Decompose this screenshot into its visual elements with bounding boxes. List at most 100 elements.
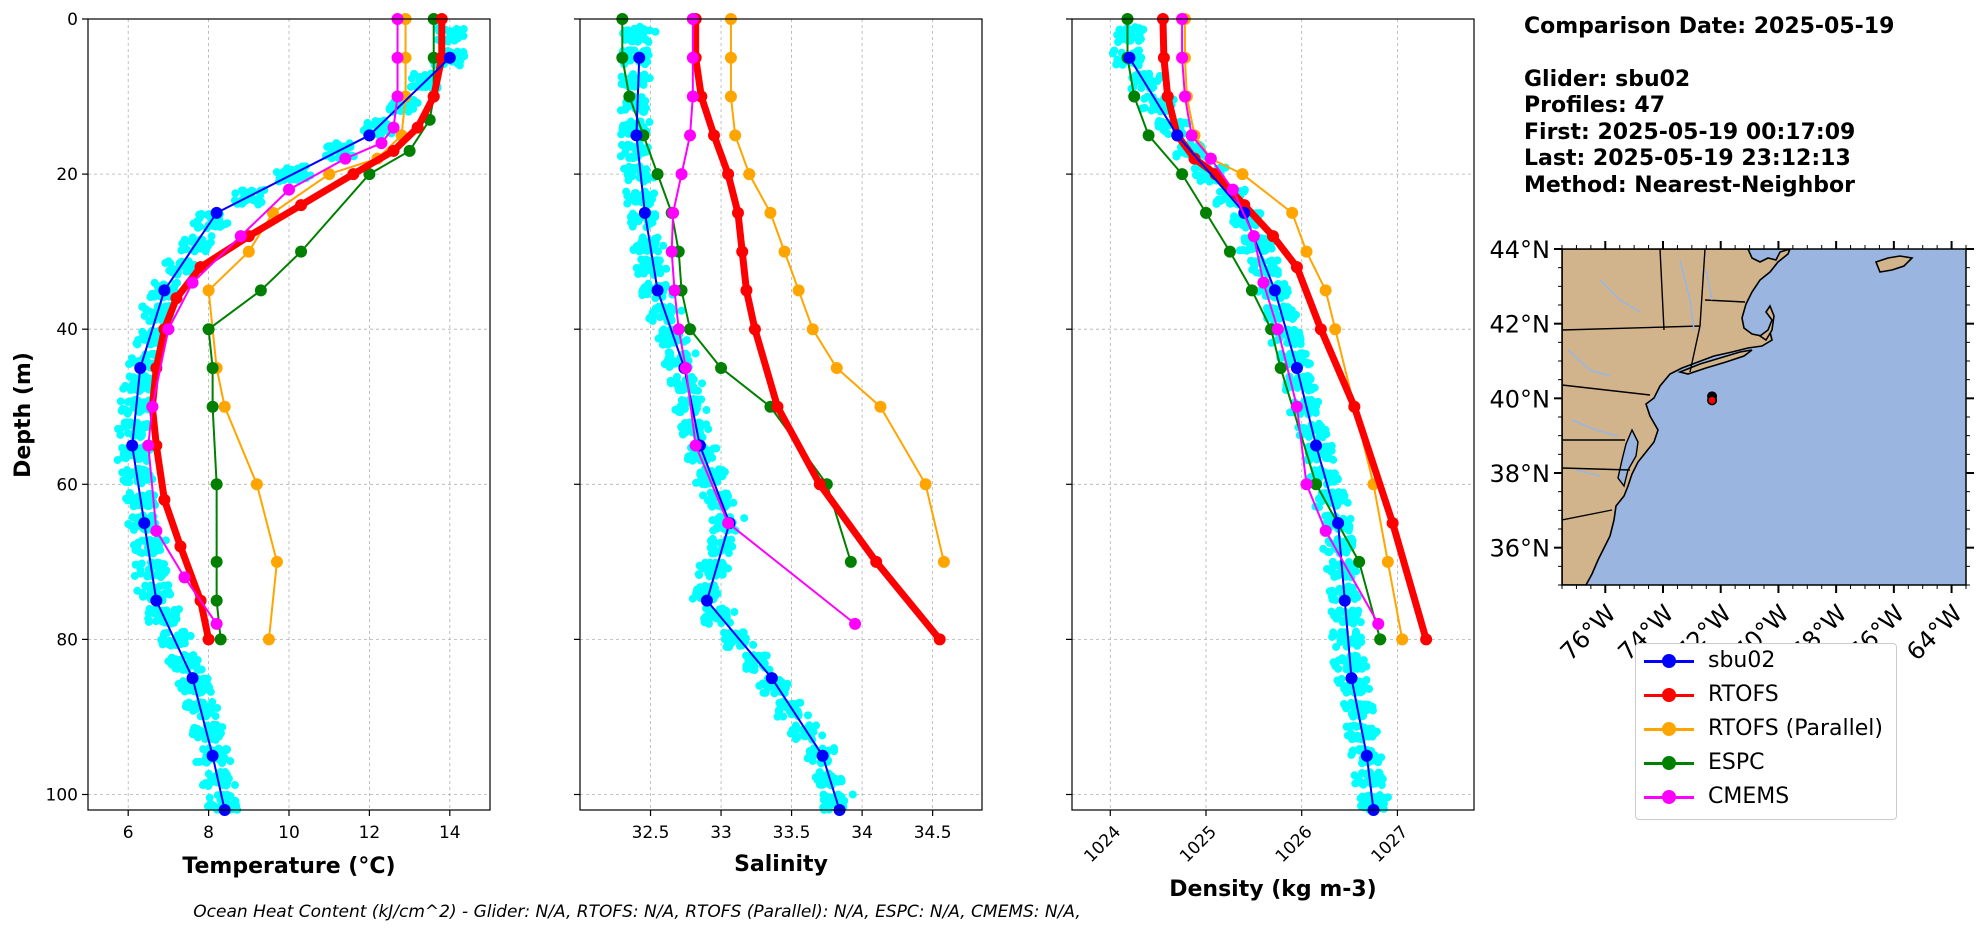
glider-scatter-point [145, 307, 154, 316]
glider-scatter-point [1329, 560, 1338, 569]
glider-scatter-point [648, 316, 657, 325]
series-point-espc [1128, 90, 1141, 103]
glider-scatter-point [1305, 382, 1314, 391]
glider-scatter-point [409, 95, 418, 104]
glider-scatter-point [1329, 658, 1338, 667]
series-point-sbu02 [138, 517, 151, 530]
map-nova-scotia [1874, 255, 1914, 273]
glider-scatter-point [144, 378, 153, 387]
glider-scatter-point [1358, 792, 1367, 801]
glider-scatter-point [634, 269, 643, 278]
glider-scatter-point [698, 379, 707, 388]
glider-scatter-point [692, 478, 701, 487]
glider-scatter-point [638, 78, 647, 87]
glider-scatter-point [126, 397, 135, 406]
glider-scatter-point [216, 222, 225, 231]
glider-scatter-point [675, 386, 684, 395]
glider-scatter-point [199, 745, 208, 754]
glider-scatter-point [1314, 397, 1323, 406]
glider-scatter-point [1348, 637, 1357, 646]
series-point-cmems [1247, 230, 1260, 243]
glider-scatter-point [207, 232, 216, 241]
density-panel: 1024 1025 1026 1027 Density (kg m-3) [1066, 13, 1475, 902]
x-tick-label: 1024 [1080, 822, 1125, 867]
series-point-rtofs [1420, 633, 1433, 646]
series-point-sbu02 [1268, 284, 1281, 297]
legend-item-rtofs: RTOFS [1636, 680, 1896, 710]
glider-scatter-point [714, 465, 723, 474]
series-point-rtofs [736, 245, 749, 258]
comparison-info: Comparison Date: 2025-05-19 Glider: sbu0… [1524, 14, 1894, 199]
density-grid [1072, 18, 1474, 810]
glider-scatter-point [157, 635, 166, 644]
glider-scatter-point [150, 292, 159, 301]
glider-scatter-point [197, 727, 206, 736]
glider-scatter-point [1342, 722, 1351, 731]
series-line-sbu02 [1128, 57, 1375, 811]
glider-scatter-point [151, 617, 160, 626]
series-point-sbu02 [633, 51, 646, 64]
glider-scatter-point [770, 689, 779, 698]
glider-scatter-point [677, 306, 686, 315]
glider-scatter-point [192, 705, 201, 714]
series-point-rtofs [174, 540, 187, 553]
glider-scatter-point [706, 536, 715, 545]
glider-scatter-point [638, 240, 647, 249]
glider-scatter-point [137, 479, 146, 488]
legend-label: RTOFS [1708, 682, 1779, 707]
glider-scatter-point [164, 581, 173, 590]
series-point-rtofs [731, 206, 744, 219]
series-point-cmems [283, 183, 295, 196]
series-line-cmems [670, 19, 856, 625]
glider-scatter-point [1338, 607, 1347, 616]
legend-item-rtofs-parallel: RTOFS (Parallel) [1636, 714, 1896, 744]
map-state-borders [1562, 249, 1746, 521]
x-tick-label: 1027 [1368, 822, 1413, 867]
series-point-espc [1245, 284, 1258, 297]
glider-scatter-point [682, 351, 691, 360]
series-point-sbu02 [363, 129, 376, 142]
glider-scatter-point [1229, 217, 1238, 226]
glider-scatter-point [144, 569, 153, 578]
series-point-sbu02 [134, 361, 147, 374]
density-xlabel: Density (kg m-3) [1169, 877, 1377, 902]
series-line-cmems [147, 19, 399, 625]
glider-scatter-point [171, 608, 180, 617]
series-point-rtofs-parallel [792, 284, 805, 297]
glider-scatter-point [631, 189, 640, 198]
glider-scatter-point [1252, 268, 1261, 277]
glider-scatter-point [1323, 564, 1332, 573]
series-point-sbu02 [1290, 361, 1303, 374]
map-lon-label: 64°W [1901, 599, 1968, 666]
series-point-cmems [689, 439, 702, 452]
legend-label: ESPC [1708, 750, 1765, 775]
series-point-rtofs-parallel [1286, 206, 1299, 219]
glider-scatter-point [625, 164, 634, 173]
glider-scatter-point [803, 711, 812, 720]
glider-scatter-point [1319, 544, 1328, 553]
series-point-sbu02 [1310, 439, 1323, 452]
glider-scatter-point [624, 120, 633, 129]
glider-scatter-point [202, 675, 211, 684]
series-point-cmems [722, 517, 735, 530]
glider-scatter-point [688, 594, 697, 603]
series-point-espc [1310, 478, 1323, 491]
glider-scatter-point [709, 526, 718, 535]
series-point-rtofs-parallel [729, 129, 742, 142]
glider-scatter-point [166, 639, 175, 648]
series-point-rtofs [748, 323, 761, 336]
series-point-rtofs [813, 478, 826, 491]
x-tick-label: 6 [123, 823, 134, 843]
glider-scatter-point [180, 634, 189, 643]
glider-scatter-point [131, 560, 140, 569]
series-point-cmems [1372, 617, 1385, 630]
glider-scatter-point [719, 607, 728, 616]
series-point-espc [202, 323, 215, 336]
glider-scatter-point [1131, 78, 1140, 87]
series-point-espc [1200, 206, 1212, 219]
glider-scatter-point [208, 735, 217, 744]
glider-scatter-point [1373, 771, 1382, 780]
glider-scatter-point [211, 712, 220, 721]
series-point-sbu02 [1171, 129, 1184, 142]
glider-scatter-point [1377, 781, 1386, 790]
